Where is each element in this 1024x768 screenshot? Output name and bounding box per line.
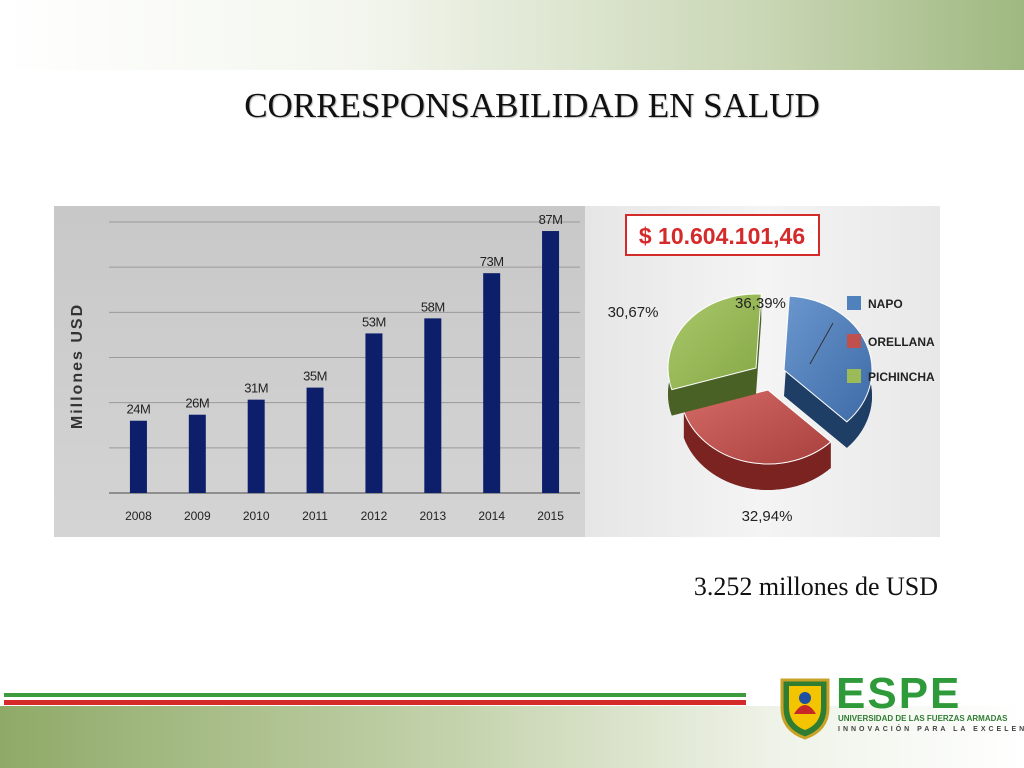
x-tick-2012: 2012 [361,509,388,523]
pie-chart-panel: $ 10.604.101,46 36,39% 32,94% 30,67% NAP… [585,206,940,537]
espe-wordmark: ESPE [836,669,962,718]
legend-label-pichincha: PICHINCHA [868,370,935,384]
pie-chart: $ 10.604.101,46 36,39% 32,94% 30,67% NAP… [608,214,935,525]
bar-2010 [247,399,265,493]
y-axis-label: Millones USD [69,303,86,429]
bar-2011 [306,387,324,493]
napo-leader-line [809,322,834,365]
bar-chart-panel: 24M 26M 31M 35M 53M 58M 73M 87M 2008 2009 2010 201… [54,206,585,537]
legend-label-napo: NAPO [868,297,903,311]
slice-label-orellana: 32,94% [742,508,793,525]
footer-red-line [4,700,746,705]
legend-label-orellana: ORELLANA [868,335,935,349]
slice-pichincha [667,293,762,391]
bottom-decorative-band [0,706,1024,768]
legend-swatch-pichincha [847,369,861,383]
x-tick-2015: 2015 [537,509,564,523]
legend-swatch-napo [847,296,861,310]
bar-2009 [188,414,206,493]
slide-title: CORRESPONSABILIDAD EN SALUD [244,86,820,125]
top-decorative-band [0,0,1024,70]
data-label-2011: 35M [303,369,327,384]
slice-label-napo: 36,39% [735,295,786,312]
bar-2008 [129,420,147,493]
data-label-2013: 58M [421,299,445,314]
bar-2012 [365,333,383,493]
data-label-2009: 26M [185,396,209,411]
total-footnote: 3.252 millones de USD [693,572,938,601]
espe-logo: ESPE UNIVERSIDAD DE LAS FUERZAS ARMADAS … [772,669,1024,742]
bar-2013 [424,318,442,493]
bar-chart: 24M 26M 31M 35M 53M 58M 73M 87M 2008 2009 2010 201… [69,212,580,523]
bar-2014 [483,273,501,493]
x-tick-2014: 2014 [478,509,505,523]
total-amount-box [625,214,820,256]
legend-swatch-orellana [847,334,861,348]
x-tick-2011: 2011 [302,509,328,523]
university-name: UNIVERSIDAD DE LAS FUERZAS ARMADAS [838,714,1008,723]
bar-2015 [542,231,560,493]
data-label-2008: 24M [127,402,151,417]
footer-green-line [4,693,746,697]
data-label-2010: 31M [244,381,268,396]
crest-icon [780,678,830,740]
x-tick-2010: 2010 [243,509,270,523]
slice-orellana [683,389,832,465]
x-tick-2009: 2009 [184,509,211,523]
data-label-2015: 87M [539,212,563,227]
total-amount: $ 10.604.101,46 [639,223,805,249]
slice-napo [783,295,873,423]
slice-label-pichincha: 30,67% [608,304,659,321]
legend: NAPO ORELLANA PICHINCHA [847,296,935,384]
data-label-2014: 73M [480,254,504,269]
slice-rim-orellana [683,411,831,490]
university-motto: INNOVACIÓN PARA LA EXCELENCIA [838,726,1024,733]
data-label-2012: 53M [362,314,386,329]
x-tick-2008: 2008 [125,509,152,523]
x-tick-2013: 2013 [419,509,446,523]
